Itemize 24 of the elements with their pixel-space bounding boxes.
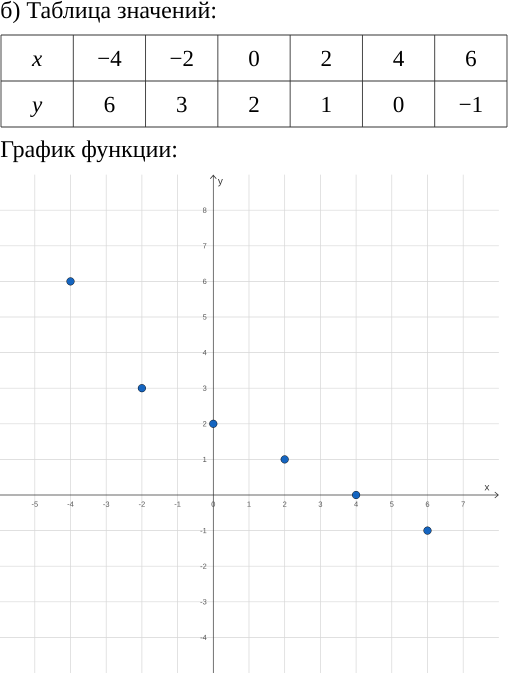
text: 3 [177, 96, 187, 112]
text: −2 [170, 50, 193, 66]
point [209, 420, 218, 428]
text: 2 [249, 96, 258, 112]
text: 6 [104, 96, 114, 112]
point [66, 277, 75, 286]
text: 2 [322, 50, 331, 66]
point [352, 490, 360, 500]
text: 4 [393, 50, 404, 66]
y-axis-title: y [218, 179, 223, 186]
text: 6 [466, 50, 476, 66]
text: −4 [98, 50, 122, 66]
text: 0 [249, 50, 259, 66]
text: y [30, 101, 42, 117]
point [423, 526, 432, 535]
text: 0 [394, 96, 404, 112]
chart-subtitle: График функции: [0, 140, 176, 162]
text: −1 [460, 96, 482, 112]
point [138, 384, 146, 392]
chart-title: б) Таблица значений: [1, 0, 216, 24]
text: 1 [322, 96, 331, 112]
x-axis-title: x [484, 485, 490, 490]
point [280, 455, 289, 464]
text: x [32, 55, 42, 66]
